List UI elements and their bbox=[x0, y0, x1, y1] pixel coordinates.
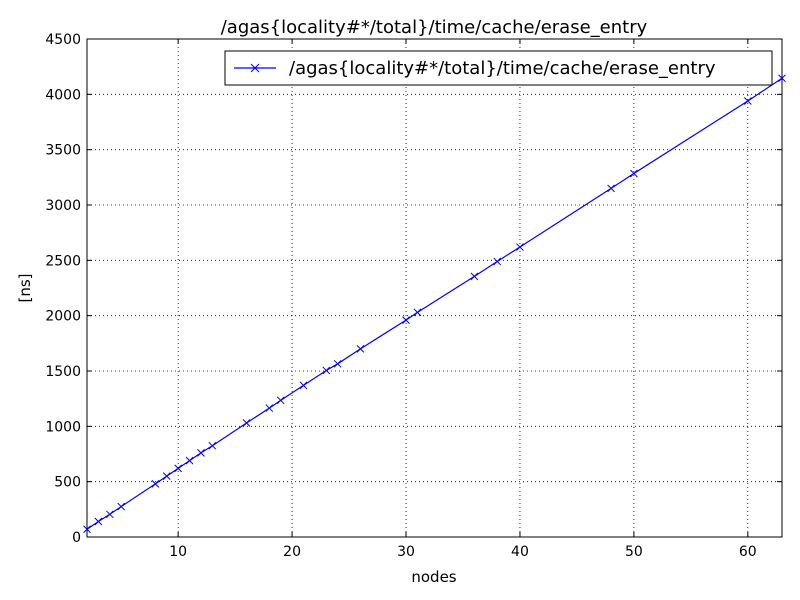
series-line bbox=[86, 77, 783, 530]
data-point bbox=[413, 308, 422, 317]
grid bbox=[87, 38, 782, 538]
data-point bbox=[630, 169, 638, 178]
data-point bbox=[94, 517, 103, 526]
y-tick-label: 3000 bbox=[45, 198, 81, 214]
data-point bbox=[743, 97, 752, 105]
data-point bbox=[299, 381, 308, 390]
data-point bbox=[105, 510, 114, 519]
y-tick-label: 2500 bbox=[45, 253, 81, 269]
data-point bbox=[265, 404, 274, 412]
legend-box bbox=[224, 50, 773, 86]
x-axis-label: nodes bbox=[411, 568, 456, 586]
y-axis-label: [ns] bbox=[16, 273, 34, 302]
data-point bbox=[151, 480, 160, 488]
x-tick-label: 40 bbox=[511, 544, 529, 560]
data-point bbox=[607, 184, 615, 193]
data-point bbox=[185, 456, 194, 465]
data-point bbox=[117, 502, 126, 511]
y-tick-label: 0 bbox=[72, 530, 81, 546]
y-tick-label: 4000 bbox=[45, 87, 81, 103]
data-point bbox=[83, 525, 91, 534]
legend-marker bbox=[250, 63, 260, 73]
x-tick-label: 30 bbox=[397, 544, 415, 560]
plot-frame bbox=[86, 38, 783, 538]
y-tick-label: 3500 bbox=[45, 143, 81, 159]
series-layer bbox=[83, 74, 786, 534]
y-tick-label: 2000 bbox=[45, 309, 81, 325]
data-point bbox=[778, 74, 786, 83]
data-point bbox=[470, 272, 479, 281]
axis-ticks: 10 20 30 40 50 60 0 500 1000 1500 2000 2500 3000 3500… bbox=[45, 32, 782, 560]
data-point bbox=[516, 243, 524, 251]
data-point bbox=[242, 419, 251, 427]
data-point bbox=[197, 449, 205, 457]
data-point bbox=[356, 345, 365, 353]
data-point bbox=[493, 257, 502, 266]
chart-title: /agas{locality#*/total}/time/cache/erase… bbox=[221, 17, 648, 38]
data-point bbox=[162, 472, 171, 480]
data-point bbox=[333, 359, 342, 368]
x-tick-label: 60 bbox=[739, 544, 757, 560]
data-point bbox=[402, 316, 410, 324]
y-tick-label: 1000 bbox=[45, 419, 81, 435]
y-tick-label: 500 bbox=[54, 475, 81, 491]
x-tick-label: 20 bbox=[283, 544, 301, 560]
x-tick-label: 50 bbox=[625, 544, 643, 560]
data-point bbox=[174, 464, 183, 473]
data-point bbox=[322, 366, 331, 375]
data-point bbox=[276, 396, 285, 405]
data-point bbox=[208, 441, 217, 450]
legend: /agas{locality#*/total}/time/cache/erase… bbox=[224, 50, 773, 86]
legend-label: /agas{locality#*/total}/time/cache/erase… bbox=[289, 58, 716, 79]
y-tick-label: 4500 bbox=[45, 32, 81, 48]
x-tick-label: 10 bbox=[169, 544, 187, 560]
y-tick-label: 1500 bbox=[45, 364, 81, 380]
